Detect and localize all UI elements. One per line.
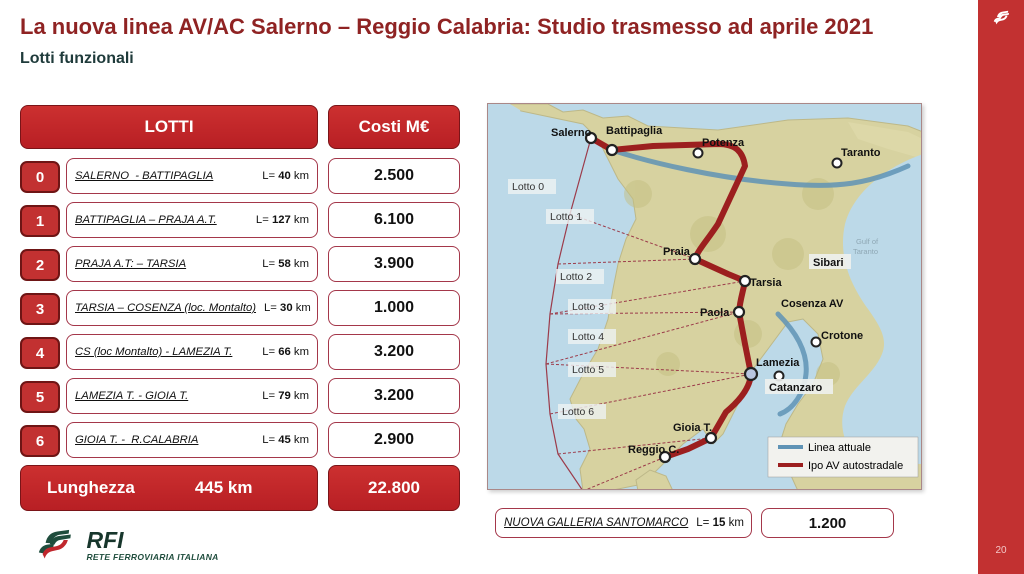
svg-text:Crotone: Crotone <box>821 330 863 342</box>
svg-text:Cosenza AV: Cosenza AV <box>781 298 844 310</box>
svg-text:Paola: Paola <box>700 307 730 319</box>
svg-text:Potenza: Potenza <box>702 137 745 149</box>
svg-text:Taranto: Taranto <box>853 247 878 256</box>
svg-text:Gulf of: Gulf of <box>856 237 879 246</box>
svg-text:Lotto 4: Lotto 4 <box>572 331 604 343</box>
svg-text:Lotto 2: Lotto 2 <box>560 271 592 283</box>
svg-text:Lotto 6: Lotto 6 <box>562 406 594 418</box>
svg-text:Catanzaro: Catanzaro <box>769 382 822 394</box>
svg-text:Lotto 5: Lotto 5 <box>572 364 604 376</box>
svg-text:Sibari: Sibari <box>813 257 844 269</box>
svg-text:Praia: Praia <box>663 246 691 258</box>
svg-text:Lamezia: Lamezia <box>756 357 800 369</box>
svg-text:Tarsia: Tarsia <box>750 277 782 289</box>
svg-text:Lotto 3: Lotto 3 <box>572 301 604 313</box>
svg-text:Linea attuale: Linea attuale <box>808 442 871 454</box>
svg-text:Battipaglia: Battipaglia <box>606 125 663 137</box>
svg-text:Salerno: Salerno <box>551 127 592 139</box>
svg-text:Lotto 0: Lotto 0 <box>512 181 544 193</box>
svg-text:Taranto: Taranto <box>841 147 881 159</box>
svg-text:Gioia T.: Gioia T. <box>673 422 712 434</box>
svg-text:Reggio C.: Reggio C. <box>628 444 679 456</box>
svg-text:Ipo AV autostradale: Ipo AV autostradale <box>808 460 903 472</box>
svg-text:Lotto 1: Lotto 1 <box>550 211 582 223</box>
